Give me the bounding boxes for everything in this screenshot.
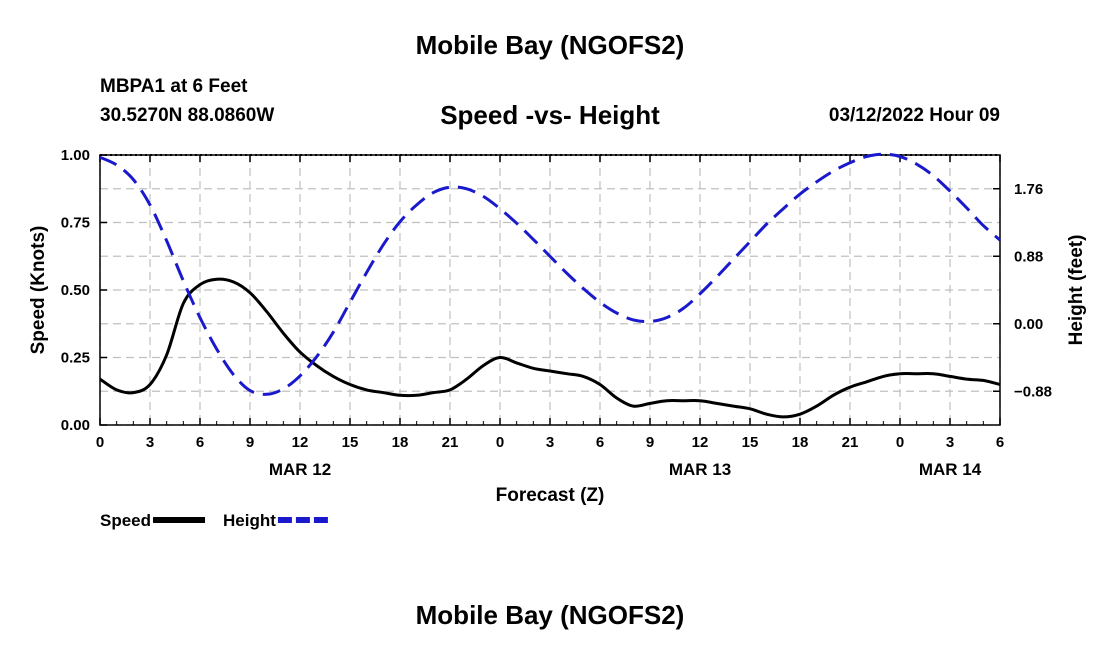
station-name: MBPA1 at 6 Feet (100, 76, 248, 97)
date-label: MAR 12 (269, 460, 331, 479)
x-tick-label: 6 (196, 434, 204, 451)
y-tick-label: 0.00 (61, 417, 90, 434)
legend-label-speed: Speed (100, 511, 151, 530)
x-tick-label: 15 (742, 434, 759, 451)
y-tick-label: 0.25 (61, 350, 90, 367)
footer-title: Mobile Bay (NGOFS2) (415, 600, 685, 630)
x-tick-label: 9 (246, 434, 254, 451)
x-tick-label: 12 (692, 434, 709, 451)
x-tick-label: 18 (392, 434, 409, 451)
x-tick-label: 12 (292, 434, 309, 451)
x-tick-label: 18 (792, 434, 809, 451)
y2-tick-label: 0.00 (1014, 316, 1043, 333)
x-tick-label: 15 (342, 434, 359, 451)
x-tick-label: 0 (896, 434, 904, 451)
x-tick-label: 3 (946, 434, 954, 451)
height-series-line (99, 152, 1001, 396)
speed-series-line (99, 277, 1001, 419)
x-tick-label: 0 (496, 434, 504, 451)
x-tick-label: 6 (596, 434, 604, 451)
x-tick-label: 21 (842, 434, 859, 451)
x-tick-label: 21 (442, 434, 459, 451)
y2-tick-label: 0.88 (1014, 248, 1043, 265)
y2-tick-label: 1.76 (1014, 181, 1043, 198)
x-tick-label: 3 (546, 434, 554, 451)
chart-title: Speed -vs- Height (440, 100, 660, 130)
x-axis-label: Forecast (Z) (496, 485, 605, 506)
y-tick-label: 1.00 (61, 147, 90, 164)
date-label: MAR 14 (919, 460, 982, 479)
station-coordinates: 30.5270N 88.0860W (100, 105, 275, 126)
y-axis-label: Speed (Knots) (28, 226, 49, 355)
y-tick-label: 0.75 (61, 215, 90, 232)
run-time: 03/12/2022 Hour 09 (828, 105, 1000, 126)
main-title: Mobile Bay (NGOFS2) (415, 30, 685, 60)
x-tick-label: 3 (146, 434, 154, 451)
x-tick-label: 6 (996, 434, 1004, 451)
y2-tick-label: −0.88 (1014, 383, 1052, 400)
x-tick-label: 0 (96, 434, 104, 451)
y-tick-label: 0.50 (61, 282, 90, 299)
legend-label-height: Height (223, 511, 276, 530)
date-label: MAR 13 (669, 460, 731, 479)
y2-axis-label: Height (feet) (1066, 235, 1087, 346)
x-tick-label: 9 (646, 434, 654, 451)
